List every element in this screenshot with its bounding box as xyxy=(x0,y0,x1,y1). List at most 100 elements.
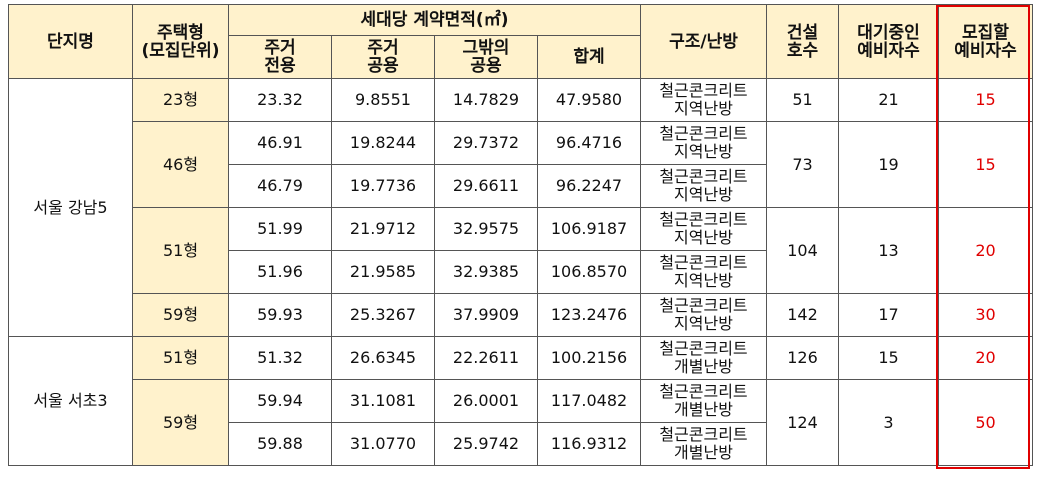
structure-line1: 철근콘크리트 xyxy=(659,167,748,186)
area-other: 14.7829 xyxy=(434,78,538,122)
header-unit-type: 주택형 (모집단위) xyxy=(132,4,229,79)
area-common: 31.0770 xyxy=(331,422,435,466)
recruit-count: 15 xyxy=(938,78,1033,122)
structure-line2: 지역난방 xyxy=(674,314,733,333)
recruit-count: 30 xyxy=(938,293,1033,337)
area-common: 21.9585 xyxy=(331,250,435,294)
waiting-count: 3 xyxy=(838,379,939,466)
area-total: 100.2156 xyxy=(537,336,641,380)
unit-type: 23형 xyxy=(132,78,229,122)
complex-name: 서울 서초3 xyxy=(8,336,133,466)
table-body: 서울 강남5 23형 23.32 9.8551 14.7829 47.9580 … xyxy=(8,78,1033,466)
unit-type: 51형 xyxy=(132,336,229,380)
area-common: 19.7736 xyxy=(331,164,435,208)
waiting-count: 21 xyxy=(838,78,939,122)
area-exclusive: 46.79 xyxy=(228,164,332,208)
table-row: 51형 51.99 21.9712 32.9575 106.9187 철근콘크리… xyxy=(9,207,1033,294)
units-count: 126 xyxy=(766,336,839,380)
structure-line1: 철근콘크리트 xyxy=(659,81,748,100)
structure: 철근콘크리트 지역난방 xyxy=(640,207,767,251)
header-other-common: 그밖의 공용 xyxy=(434,35,538,79)
area-common: 26.6345 xyxy=(331,336,435,380)
table-row: 서울 강남5 23형 23.32 9.8551 14.7829 47.9580 … xyxy=(8,78,1033,337)
header-recruit-line1: 모집할 xyxy=(962,22,1009,43)
header-unit-type-line1: 주택형 xyxy=(157,22,204,43)
area-exclusive: 51.32 xyxy=(228,336,332,380)
table-row: 46형 46.91 19.8244 29.7372 96.4716 철근콘크리트… xyxy=(9,121,1033,208)
structure-line1: 철근콘크리트 xyxy=(659,124,748,143)
area-other: 26.0001 xyxy=(434,379,538,423)
area-total: 106.9187 xyxy=(537,207,641,251)
recruit-count: 15 xyxy=(938,121,1033,208)
area-exclusive: 46.91 xyxy=(228,121,332,165)
area-common: 21.9712 xyxy=(331,207,435,251)
table-row: 59형 59.94 31.1081 26.0001 117.0482 철근콘크리… xyxy=(9,379,1033,466)
area-exclusive: 51.96 xyxy=(228,250,332,294)
header-contract-area: 세대당 계약면적(㎡) xyxy=(228,4,641,36)
header-exclusive-line2: 전용 xyxy=(264,56,296,76)
header-exclusive: 주거 전용 xyxy=(228,35,332,79)
area-total: 96.4716 xyxy=(537,121,641,165)
recruit-count: 50 xyxy=(938,379,1033,466)
header-exclusive-line1: 주거 xyxy=(264,38,296,58)
area-total: 96.2247 xyxy=(537,164,641,208)
structure-line1: 철근콘크리트 xyxy=(659,210,748,229)
area-exclusive: 23.32 xyxy=(228,78,332,122)
header-units: 건설 호수 xyxy=(766,4,839,79)
units-count: 104 xyxy=(766,207,839,294)
header-complex: 단지명 xyxy=(8,4,133,79)
header-waiting-line2: 예비자수 xyxy=(857,40,920,61)
area-exclusive: 59.94 xyxy=(228,379,332,423)
header-recruit: 모집할 예비자수 xyxy=(938,4,1033,79)
table-row: 서울 서초3 51형 51.32 26.6345 22.2611 100.215… xyxy=(8,336,1033,466)
header-unit-type-line2: (모집단위) xyxy=(141,40,220,61)
area-exclusive: 59.93 xyxy=(228,293,332,337)
area-other: 32.9575 xyxy=(434,207,538,251)
waiting-count: 17 xyxy=(838,293,939,337)
table-row: 46.79 19.7736 29.6611 96.2247 철근콘크리트 지역난방 xyxy=(9,164,1033,208)
table-row: 59.88 31.0770 25.9742 116.9312 철근콘크리트 개별난… xyxy=(9,422,1033,466)
complex-name: 서울 강남5 xyxy=(8,78,133,337)
header-other-line1: 그밖의 xyxy=(462,38,510,58)
header-recruit-line2: 예비자수 xyxy=(954,40,1017,61)
structure: 철근콘크리트 지역난방 xyxy=(640,293,767,337)
waiting-count: 19 xyxy=(838,121,939,208)
recruitment-table: 단지명 주택형 (모집단위) 세대당 계약면적(㎡) 구조/난방 건설 호수 대… xyxy=(8,4,1033,466)
header-common: 주거 공용 xyxy=(331,35,435,79)
structure: 철근콘크리트 지역난방 xyxy=(640,121,767,165)
structure: 철근콘크리트 지역난방 xyxy=(640,78,767,122)
structure-line2: 지역난방 xyxy=(674,99,733,118)
waiting-count: 15 xyxy=(838,336,939,380)
structure: 철근콘크리트 개별난방 xyxy=(640,422,767,466)
recruit-count: 20 xyxy=(938,207,1033,294)
structure-line1: 철근콘크리트 xyxy=(659,253,748,272)
structure-line2: 개별난방 xyxy=(674,400,733,419)
header-common-line2: 공용 xyxy=(367,56,399,76)
unit-type: 59형 xyxy=(132,379,229,466)
structure: 철근콘크리트 지역난방 xyxy=(640,250,767,294)
header-common-line1: 주거 xyxy=(367,38,399,58)
structure-line2: 지역난방 xyxy=(674,185,733,204)
structure-line1: 철근콘크리트 xyxy=(659,425,748,444)
area-common: 31.1081 xyxy=(331,379,435,423)
area-total: 123.2476 xyxy=(537,293,641,337)
structure-line1: 철근콘크리트 xyxy=(659,382,748,401)
unit-type: 51형 xyxy=(132,207,229,294)
header-units-line2: 호수 xyxy=(786,40,819,61)
structure-line2: 개별난방 xyxy=(674,443,733,462)
structure: 철근콘크리트 지역난방 xyxy=(640,164,767,208)
header-waiting-line1: 대기중인 xyxy=(857,22,920,43)
area-other: 25.9742 xyxy=(434,422,538,466)
header-waiting: 대기중인 예비자수 xyxy=(838,4,939,79)
area-total: 116.9312 xyxy=(537,422,641,466)
structure-line1: 철근콘크리트 xyxy=(659,296,748,315)
header-units-line1: 건설 xyxy=(786,22,819,43)
waiting-count: 13 xyxy=(838,207,939,294)
header-other-line2: 공용 xyxy=(470,56,502,76)
table-row: 59형 59.93 25.3267 37.9909 123.2476 철근콘크리… xyxy=(9,293,1033,337)
structure: 철근콘크리트 개별난방 xyxy=(640,379,767,423)
units-count: 73 xyxy=(766,121,839,208)
header-total: 합계 xyxy=(537,35,641,79)
area-exclusive: 51.99 xyxy=(228,207,332,251)
area-other: 29.6611 xyxy=(434,164,538,208)
